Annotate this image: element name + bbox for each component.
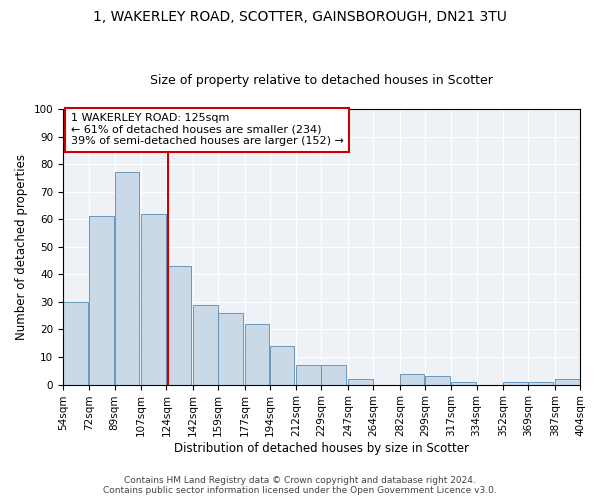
Bar: [166, 266, 191, 384]
Bar: [245, 324, 269, 384]
Text: Contains HM Land Registry data © Crown copyright and database right 2024.
Contai: Contains HM Land Registry data © Crown c…: [103, 476, 497, 495]
Bar: [348, 379, 373, 384]
Title: Size of property relative to detached houses in Scotter: Size of property relative to detached ho…: [150, 74, 493, 87]
Bar: [63, 302, 88, 384]
Bar: [425, 376, 449, 384]
Bar: [322, 366, 346, 384]
Bar: [193, 304, 218, 384]
Bar: [296, 366, 321, 384]
Bar: [451, 382, 476, 384]
X-axis label: Distribution of detached houses by size in Scotter: Distribution of detached houses by size …: [174, 442, 469, 455]
Bar: [141, 214, 166, 384]
Bar: [218, 313, 243, 384]
Bar: [115, 172, 139, 384]
Text: 1, WAKERLEY ROAD, SCOTTER, GAINSBOROUGH, DN21 3TU: 1, WAKERLEY ROAD, SCOTTER, GAINSBOROUGH,…: [93, 10, 507, 24]
Bar: [270, 346, 295, 385]
Text: 1 WAKERLEY ROAD: 125sqm
← 61% of detached houses are smaller (234)
39% of semi-d: 1 WAKERLEY ROAD: 125sqm ← 61% of detache…: [71, 113, 344, 146]
Bar: [503, 382, 528, 384]
Bar: [89, 216, 114, 384]
Bar: [400, 374, 424, 384]
Y-axis label: Number of detached properties: Number of detached properties: [15, 154, 28, 340]
Bar: [555, 379, 580, 384]
Bar: [528, 382, 553, 384]
